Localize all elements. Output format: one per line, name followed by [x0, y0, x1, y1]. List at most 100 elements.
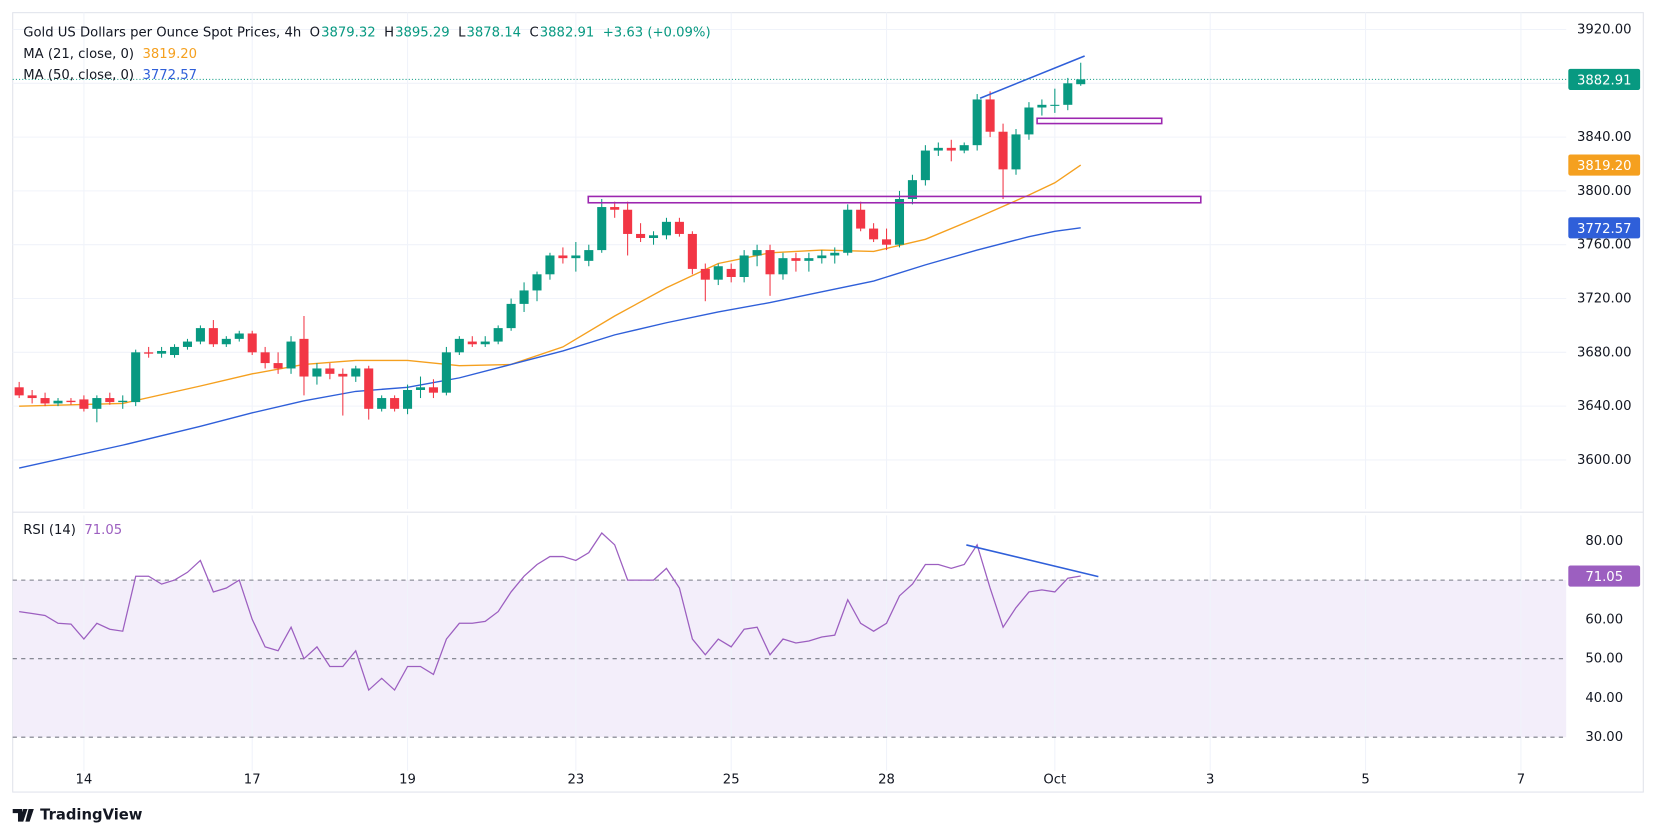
candle-body: [40, 398, 50, 404]
ohlc-prefix: O: [310, 26, 320, 41]
candle-body: [27, 395, 37, 399]
x-tick-label: 25: [723, 772, 740, 787]
candle-body: [571, 255, 581, 259]
candle-body: [403, 389, 413, 409]
x-tick-label: 19: [399, 772, 416, 787]
candle-body: [972, 99, 982, 146]
candle-body: [959, 145, 969, 151]
candle-body: [713, 266, 723, 280]
chart-frame: [12, 12, 1644, 793]
legend-value: 3819.20: [143, 47, 198, 62]
price-badge: [1568, 565, 1641, 587]
candle-body: [182, 341, 193, 347]
y-tick-label: 40.00: [1585, 691, 1623, 706]
candle-body: [584, 250, 594, 261]
ohlc-prefix: H: [384, 26, 394, 41]
trend-line: [966, 544, 1099, 578]
candle-body: [726, 268, 736, 277]
logo-icon: [12, 808, 34, 822]
price-badge-label: 3882.91: [1577, 73, 1632, 88]
candle-body: [234, 333, 244, 339]
y-tick-label: 60.00: [1585, 612, 1623, 627]
y-tick-label: 3840.00: [1577, 130, 1632, 145]
y-tick-label: 3680.00: [1577, 345, 1632, 360]
x-tick-label: Oct: [1043, 772, 1066, 787]
price-badge: [1568, 217, 1641, 239]
y-tick-label: 30.00: [1585, 730, 1623, 745]
candle-body: [506, 303, 516, 329]
candle-body: [752, 250, 762, 256]
candle-body: [66, 400, 76, 403]
candle-body: [674, 221, 684, 234]
ohlc-value: 3878.14: [466, 26, 521, 41]
candle-body: [985, 99, 995, 132]
candle-body: [415, 387, 426, 390]
price-badge-label: 3772.57: [1577, 222, 1632, 237]
candle-body: [454, 338, 464, 353]
ohlc-prefix: L: [458, 26, 466, 41]
candle-body: [338, 373, 348, 377]
y-tick-label: 3640.00: [1577, 399, 1632, 414]
candle-body: [273, 363, 283, 369]
candle-body: [843, 209, 853, 253]
y-tick-label: 3920.00: [1577, 22, 1632, 37]
candle-body: [894, 198, 905, 245]
candle-body: [260, 352, 270, 364]
candle-body: [1063, 83, 1073, 105]
candle-body: [195, 328, 205, 342]
candle-body: [377, 398, 387, 409]
candle-body: [661, 221, 671, 236]
candle-body: [1076, 79, 1086, 85]
candle-body: [946, 147, 956, 151]
ohlc-value: 3879.32: [321, 26, 376, 41]
ohlc-prefix: C: [529, 26, 538, 41]
legend-value: 3772.57: [143, 68, 198, 83]
candle-body: [648, 235, 659, 238]
price-badge-label: 71.05: [1585, 570, 1623, 585]
candle-body: [830, 252, 840, 256]
drawings: [587, 55, 1202, 578]
y-tick-label: 3600.00: [1577, 453, 1632, 468]
candle-body: [467, 341, 477, 345]
ohlc-value: 3895.29: [395, 26, 450, 41]
candle-body: [778, 258, 788, 275]
candle-body: [247, 333, 257, 353]
candle-body: [131, 352, 141, 403]
candle-body: [208, 328, 218, 345]
candle-body: [519, 290, 529, 304]
candle-body: [765, 250, 775, 275]
candle-body: [390, 398, 400, 409]
candle-body: [441, 352, 451, 393]
change-label: +3.63 (+0.09%): [603, 26, 711, 41]
candle-body: [636, 233, 646, 238]
trend-line: [979, 55, 1085, 99]
candle-body: [933, 147, 943, 151]
candle-body: [105, 398, 115, 403]
x-tick-label: 5: [1361, 772, 1369, 787]
price-badge: [1568, 154, 1641, 176]
legend-name: MA (50, close, 0): [23, 68, 134, 83]
candle-body: [144, 352, 154, 354]
candle-body: [882, 239, 892, 245]
candle-body: [157, 350, 167, 354]
x-tick-label: 28: [878, 772, 895, 787]
y-tick-label: 50.00: [1585, 652, 1623, 667]
moving-average: [19, 164, 1082, 407]
candle-body: [1024, 107, 1034, 135]
moving-average: [18, 227, 1081, 469]
x-tick-label: 23: [567, 772, 584, 787]
candle-body: [118, 400, 128, 403]
brand: TradingView: [40, 806, 143, 823]
candle-body: [53, 400, 63, 404]
x-tick-label: 14: [76, 772, 93, 787]
candle-body: [558, 255, 568, 259]
candle-body: [998, 131, 1008, 170]
candle-body: [610, 207, 620, 210]
candle-body: [1050, 104, 1060, 106]
y-tick-label: 3760.00: [1577, 238, 1632, 253]
candle-body: [804, 258, 814, 261]
candle-body: [221, 338, 231, 345]
candle-body: [1037, 104, 1047, 108]
